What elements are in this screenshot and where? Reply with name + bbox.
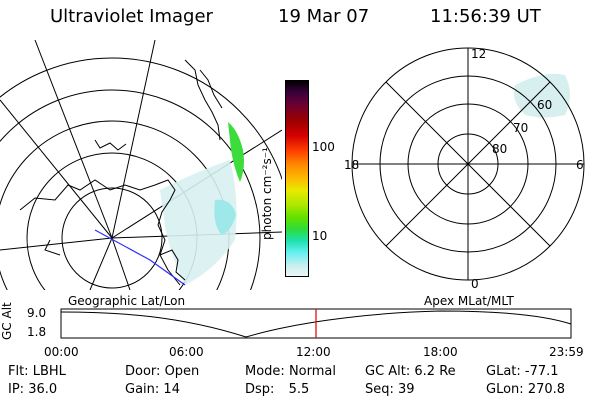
mode-label: Mode: [245, 364, 285, 379]
coastline-antarctica [19, 179, 181, 286]
altitude-ytick-top: 9.0 [27, 306, 47, 320]
seq-label: Seq: [365, 382, 394, 397]
altitude-curve [60, 310, 572, 338]
aurora-cyan-patch [214, 199, 236, 235]
status-gain: Gain: 14 [125, 382, 180, 397]
ip-label: IP: [8, 382, 25, 397]
colorbar-tick-100: 100 [312, 140, 335, 154]
mlt-label-0: 0 [471, 277, 479, 290]
geographic-map [0, 40, 282, 290]
status-door: Door: Open [125, 364, 199, 379]
altitude-ytick-bottom: 1.8 [27, 325, 47, 339]
status-glat: GLat: -77.1 [486, 364, 559, 379]
dsp-value: 5.5 [288, 382, 310, 397]
door-label: Door: [125, 364, 161, 379]
altitude-xtick-0600: 06:00 [169, 345, 204, 359]
magnetic-polar-map: 12 18 6 0 60 70 80 [344, 47, 585, 290]
filter-label: Flt: [8, 364, 29, 379]
lat-circle-inner [61, 187, 163, 289]
aurora-diffuse-mag [513, 73, 570, 118]
mlt-label-12: 12 [471, 47, 486, 61]
status-dsp: Dsp: 5.5 [245, 382, 309, 397]
altitude-ylabel: GC Alt [0, 302, 14, 340]
filter-value: LBHL [32, 364, 66, 379]
door-value: Open [164, 364, 200, 379]
glat-value: -77.1 [524, 364, 559, 379]
lat-label-60: 60 [537, 98, 552, 112]
gain-value: 14 [163, 382, 180, 397]
gain-label: Gain: [125, 382, 160, 397]
status-gcalt: GC Alt: 6.2 Re [365, 364, 456, 379]
colorbar-tick-10: 10 [312, 229, 328, 243]
glat-label: GLat: [486, 364, 521, 379]
status-ip: IP: 36.0 [8, 382, 57, 397]
mlt-label-6: 6 [576, 158, 584, 172]
right-map-caption: Apex MLat/MLT [424, 294, 514, 308]
satellite-track [94, 229, 186, 286]
altitude-xtick-0000: 00:00 [44, 345, 79, 359]
left-map-caption: Geographic Lat/Lon [68, 294, 186, 308]
glon-label: GLon: [486, 382, 524, 397]
colorbar-unit-label: photon cm⁻²s⁻¹ [260, 147, 274, 240]
colorbar [285, 80, 309, 277]
date-label: 19 Mar 07 [278, 6, 370, 27]
seq-value: 39 [398, 382, 415, 397]
mode-value: Normal [288, 364, 336, 379]
aurora-diffuse [160, 160, 237, 285]
gcalt-value: 6.2 Re [414, 364, 456, 379]
gcalt-label: GC Alt: [365, 364, 411, 379]
ip-value: 36.0 [28, 382, 58, 397]
glon-value: 270.8 [527, 382, 566, 397]
altitude-xtick-1800: 18:00 [423, 345, 458, 359]
lat-label-80: 80 [492, 142, 507, 156]
instrument-title: Ultraviolet Imager [50, 6, 213, 27]
mlt-label-18: 18 [344, 158, 359, 172]
time-label: 11:56:39 UT [430, 6, 541, 27]
status-glon: GLon: 270.8 [486, 382, 565, 397]
status-filter: Flt: LBHL [8, 364, 66, 379]
altitude-plot [60, 308, 572, 339]
aurora-green-arc [228, 122, 244, 182]
altitude-xtick-2359: 23:59 [549, 345, 584, 359]
status-seq: Seq: 39 [365, 382, 415, 397]
lat-label-70: 70 [513, 121, 528, 135]
altitude-xtick-1200: 12:00 [296, 345, 331, 359]
status-mode: Mode: Normal [245, 364, 336, 379]
dsp-label: Dsp: [245, 382, 275, 397]
